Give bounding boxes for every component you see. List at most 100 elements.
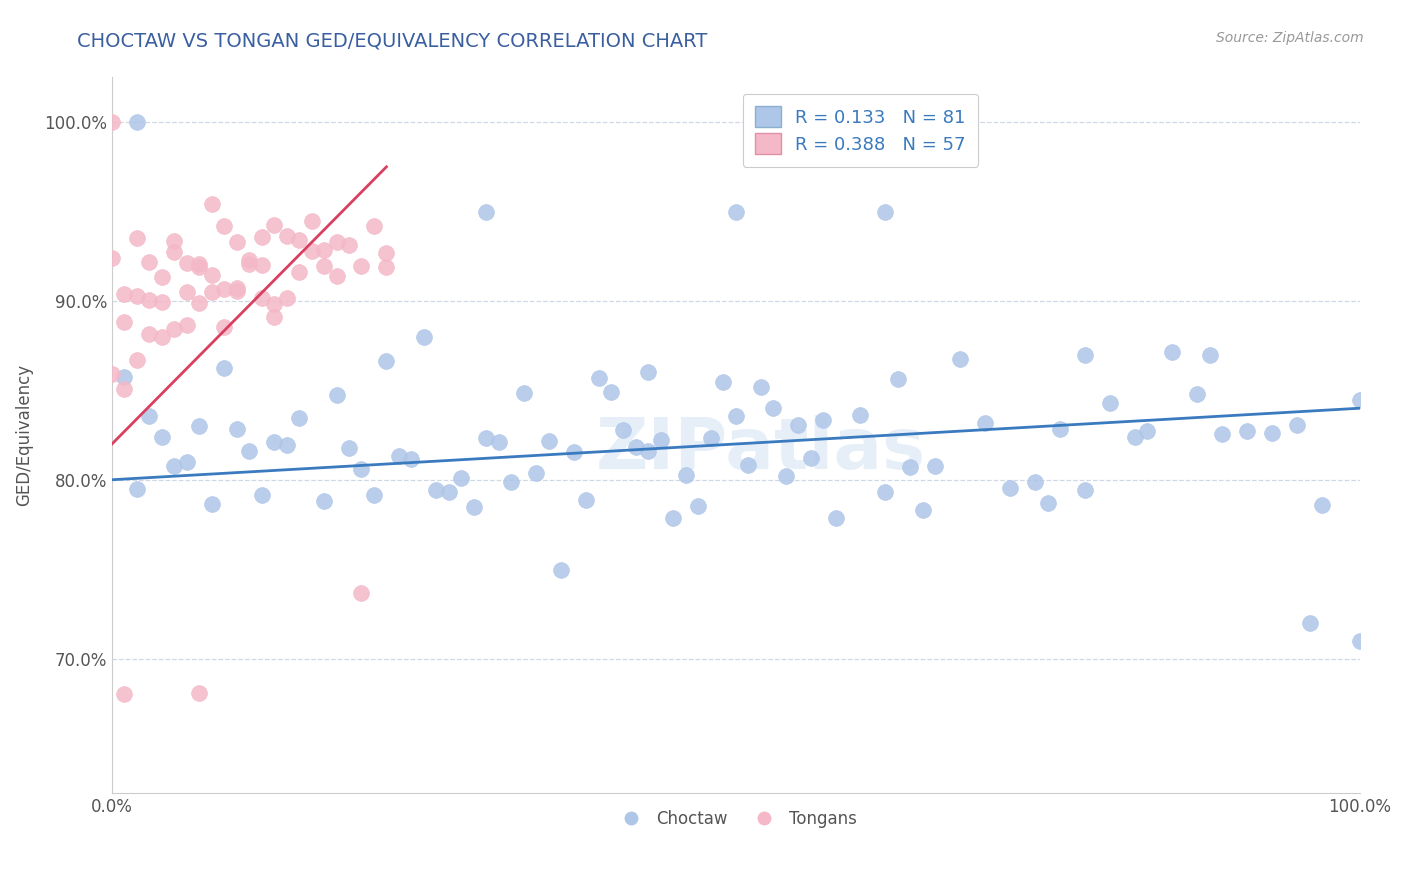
Point <box>188 296 211 310</box>
Point <box>900 460 922 475</box>
Point <box>737 458 759 472</box>
Point <box>114 286 136 301</box>
Point <box>163 459 186 474</box>
Point <box>150 430 173 444</box>
Point <box>312 259 335 273</box>
Point <box>176 318 198 332</box>
Point <box>188 686 211 700</box>
Point <box>924 458 946 473</box>
Point <box>724 409 747 423</box>
Point <box>724 204 747 219</box>
Y-axis label: GED/Equivalency: GED/Equivalency <box>15 364 32 506</box>
Point <box>225 422 247 436</box>
Point <box>762 401 785 415</box>
Point <box>101 368 124 382</box>
Point <box>711 376 734 390</box>
Point <box>537 434 560 448</box>
Point <box>212 282 235 296</box>
Point <box>225 235 247 249</box>
Point <box>811 413 834 427</box>
Point <box>662 511 685 525</box>
Point <box>312 243 335 257</box>
Point <box>114 370 136 384</box>
Point <box>350 586 373 600</box>
Point <box>263 296 285 310</box>
Point <box>325 235 347 250</box>
Point <box>337 441 360 455</box>
Point <box>250 488 273 502</box>
Point <box>637 366 659 380</box>
Point <box>138 409 160 423</box>
Point <box>150 330 173 344</box>
Point <box>824 511 846 525</box>
Point <box>201 497 224 511</box>
Point <box>637 444 659 458</box>
Point <box>238 443 260 458</box>
Point <box>225 284 247 298</box>
Point <box>700 431 723 445</box>
Point <box>201 268 224 283</box>
Point <box>787 418 810 433</box>
Point <box>276 438 298 452</box>
Point <box>1286 417 1309 432</box>
Point <box>125 482 148 496</box>
Point <box>887 372 910 386</box>
Point <box>1036 496 1059 510</box>
Point <box>463 500 485 515</box>
Point <box>588 370 610 384</box>
Point <box>325 388 347 402</box>
Point <box>301 244 323 259</box>
Point <box>612 423 634 437</box>
Point <box>911 503 934 517</box>
Point <box>101 251 124 265</box>
Point <box>412 330 434 344</box>
Point <box>125 353 148 368</box>
Point <box>1236 424 1258 438</box>
Point <box>101 115 124 129</box>
Point <box>176 455 198 469</box>
Point <box>114 687 136 701</box>
Point <box>388 449 411 463</box>
Point <box>325 269 347 284</box>
Point <box>450 471 472 485</box>
Point <box>562 445 585 459</box>
Point <box>1024 475 1046 489</box>
Point <box>363 488 385 502</box>
Point <box>188 260 211 274</box>
Point <box>212 219 235 233</box>
Point <box>188 419 211 434</box>
Point <box>488 435 510 450</box>
Point <box>1098 396 1121 410</box>
Point <box>650 433 672 447</box>
Point <box>375 246 398 260</box>
Point <box>998 481 1021 495</box>
Point <box>575 493 598 508</box>
Point <box>550 563 572 577</box>
Point <box>238 257 260 271</box>
Text: Source: ZipAtlas.com: Source: ZipAtlas.com <box>1216 31 1364 45</box>
Point <box>138 293 160 307</box>
Point <box>176 285 198 299</box>
Point <box>350 462 373 476</box>
Point <box>1123 430 1146 444</box>
Point <box>475 204 498 219</box>
Point <box>749 379 772 393</box>
Point <box>201 197 224 211</box>
Point <box>849 409 872 423</box>
Point <box>1187 386 1209 401</box>
Point <box>1261 425 1284 440</box>
Point <box>150 295 173 310</box>
Point <box>675 468 697 483</box>
Point <box>250 258 273 272</box>
Point <box>288 233 311 247</box>
Point <box>1348 633 1371 648</box>
Point <box>425 483 447 498</box>
Text: ZIPatlas: ZIPatlas <box>596 415 925 483</box>
Point <box>1074 348 1097 362</box>
Point <box>475 432 498 446</box>
Point <box>163 244 186 259</box>
Point <box>201 285 224 300</box>
Point <box>401 452 423 467</box>
Point <box>800 451 823 466</box>
Point <box>875 485 897 500</box>
